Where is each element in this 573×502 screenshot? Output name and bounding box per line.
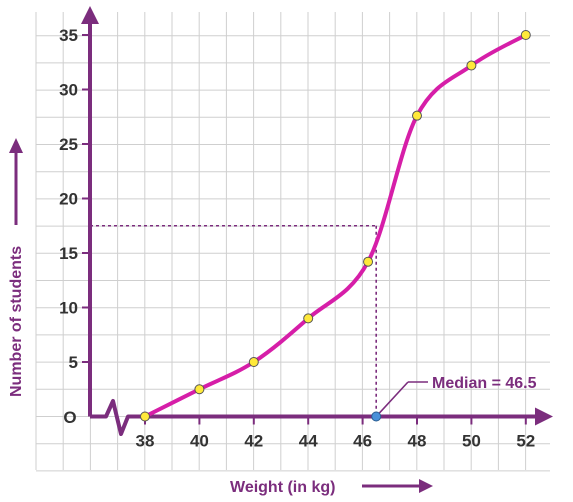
y-axis-title: Number of students <box>8 246 25 397</box>
data-point <box>412 110 422 121</box>
median-point <box>371 411 382 422</box>
data-point <box>520 30 531 40</box>
y-tick-label: 5 <box>69 353 78 372</box>
x-tick-label: 44 <box>299 432 318 451</box>
y-tick-label: 30 <box>59 81 78 100</box>
x-axis-title-arrow <box>362 479 433 493</box>
y-axis-title-arrow <box>9 138 23 225</box>
x-tick-label: 40 <box>190 432 209 451</box>
data-point <box>363 256 374 267</box>
data-point <box>248 357 259 367</box>
data-point <box>194 384 205 395</box>
x-tick-label: 42 <box>244 432 263 451</box>
y-tick-label: 25 <box>59 135 78 154</box>
y-tick-label: 10 <box>59 299 78 318</box>
x-axis-title: Weight (in kg) <box>230 479 335 496</box>
x-axis-arrowhead <box>535 407 553 426</box>
data-points <box>140 30 531 422</box>
x-axis-line <box>90 399 538 436</box>
y-tick-label: 20 <box>59 190 78 209</box>
data-point <box>140 411 150 422</box>
data-point <box>466 60 477 71</box>
data-point <box>303 313 314 324</box>
origin-label: O <box>63 408 76 427</box>
grid <box>35 12 550 472</box>
median-leader-line <box>375 381 409 418</box>
x-tick-label: 38 <box>136 432 155 451</box>
y-axis-arrowhead <box>81 6 99 24</box>
y-tick-label: 15 <box>59 244 78 263</box>
median-guides <box>90 224 428 418</box>
y-tick-label: 35 <box>59 26 78 45</box>
x-tick-label: 50 <box>462 432 481 451</box>
series-curve <box>143 33 528 419</box>
tick-labels: 38 40 42 44 46 48 50 52 5 10 15 20 25 30 35 <box>59 26 535 451</box>
median-annotation: Median = 46.5 <box>432 375 537 392</box>
axes <box>81 6 553 436</box>
x-tick-label: 46 <box>353 432 372 451</box>
x-tick-label: 48 <box>408 432 427 451</box>
x-tick-label: 52 <box>516 432 535 451</box>
